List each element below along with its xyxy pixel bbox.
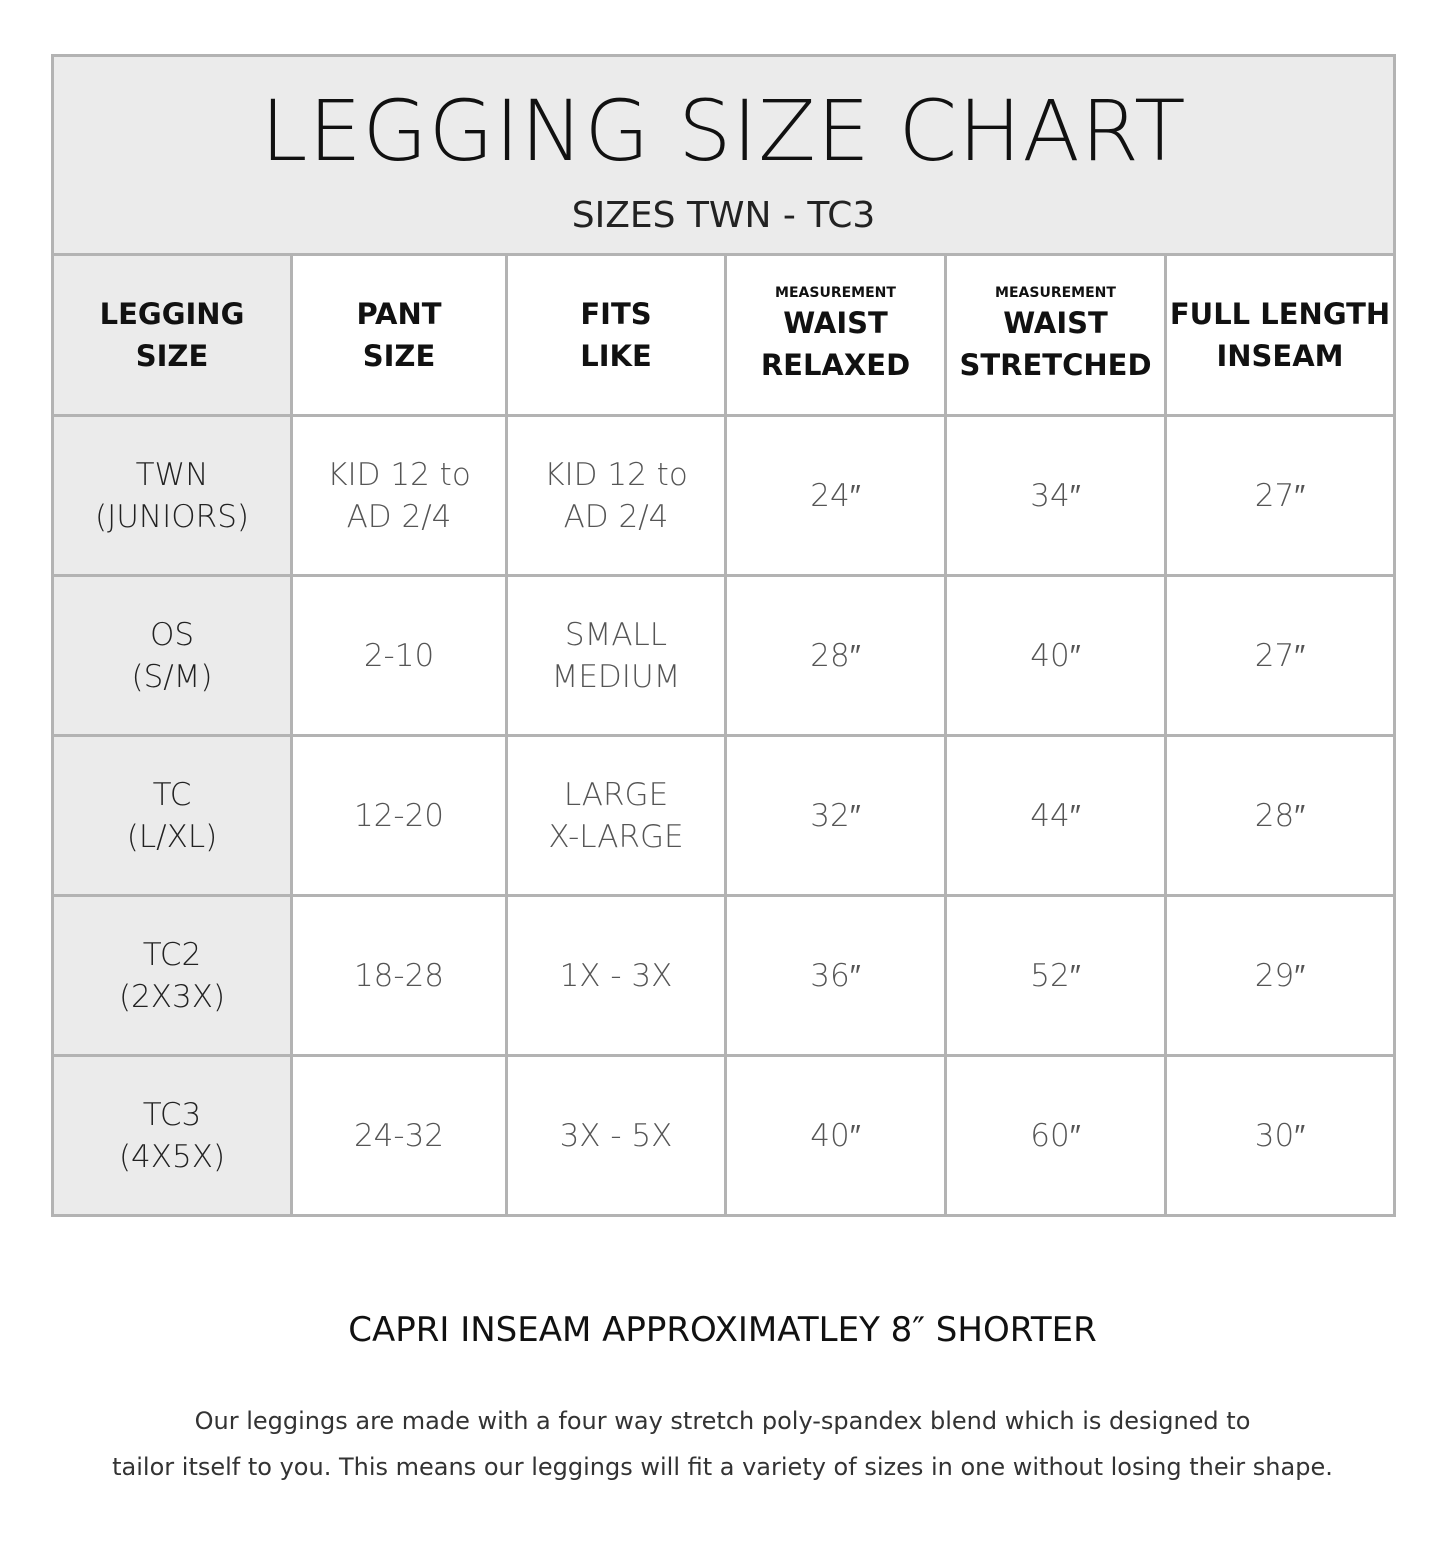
cell-inseam: 30″ bbox=[1163, 1054, 1397, 1217]
description: Our leggings are made with a four way st… bbox=[0, 1398, 1445, 1490]
table-row: TC (L/XL) 12-20 LARGE X-LARGE 32″ 44″ 28″ bbox=[51, 734, 1397, 897]
cell-fits: 1X - 3X bbox=[505, 894, 727, 1057]
cell-text: (2X3X) bbox=[118, 978, 226, 1015]
header-text: INSEAM bbox=[1216, 339, 1344, 373]
cell-text: (L/XL) bbox=[126, 818, 218, 855]
table-row: TC3 (4X5X) 24-32 3X - 5X 40″ 60″ 30″ bbox=[51, 1054, 1397, 1217]
cell-text: OS bbox=[149, 616, 195, 653]
cell-pant: 2-10 bbox=[290, 574, 508, 737]
column-header: MEASUREMENT WAIST RELAXED bbox=[724, 253, 947, 417]
cell-fits: SMALL MEDIUM bbox=[505, 574, 727, 737]
header-text: WAIST bbox=[783, 306, 888, 340]
page-title: LEGGING SIZE CHART bbox=[260, 81, 1187, 180]
cell-text: 18-28 bbox=[353, 957, 445, 994]
cell-fits: LARGE X-LARGE bbox=[505, 734, 727, 897]
cell-stretched: 34″ bbox=[944, 414, 1167, 577]
cell-relaxed: 36″ bbox=[724, 894, 947, 1057]
cell-text: 3X - 5X bbox=[559, 1117, 673, 1154]
cell-stretched: 52″ bbox=[944, 894, 1167, 1057]
cell-text: (S/M) bbox=[131, 658, 213, 695]
cell-inseam: 27″ bbox=[1163, 414, 1397, 577]
cell-stretched: 60″ bbox=[944, 1054, 1167, 1217]
column-header: FITS LIKE bbox=[505, 253, 727, 417]
cell-size: TC2 (2X3X) bbox=[51, 894, 293, 1057]
cell-text: 2-10 bbox=[363, 637, 435, 674]
cell-text: 1X - 3X bbox=[559, 957, 673, 994]
cell-text: SMALL bbox=[564, 616, 668, 653]
cell-text: AD 2/4 bbox=[563, 498, 669, 535]
cell-text: X-LARGE bbox=[548, 818, 684, 855]
header-text: FITS bbox=[580, 297, 652, 331]
header-text: PANT bbox=[356, 297, 442, 331]
cell-relaxed: 28″ bbox=[724, 574, 947, 737]
cell-fits: KID 12 to AD 2/4 bbox=[505, 414, 727, 577]
cell-inseam: 28″ bbox=[1163, 734, 1397, 897]
cell-text: (4X5X) bbox=[118, 1138, 226, 1175]
cell-pant: 24-32 bbox=[290, 1054, 508, 1217]
page-subtitle: SIZES TWN - TC3 bbox=[571, 194, 876, 236]
header-text: LEGGING bbox=[99, 297, 245, 331]
header-text: SIZE bbox=[135, 339, 209, 373]
title-banner: LEGGING SIZE CHART SIZES TWN - TC3 bbox=[50, 54, 1397, 256]
header-text: FULL LENGTH bbox=[1169, 297, 1391, 331]
header-text: SIZE bbox=[362, 339, 436, 373]
cell-size: OS (S/M) bbox=[51, 574, 293, 737]
cell-text: MEDIUM bbox=[551, 658, 681, 695]
cell-inseam: 29″ bbox=[1163, 894, 1397, 1057]
description-line: Our leggings are made with a four way st… bbox=[194, 1407, 1251, 1435]
header-text: MEASUREMENT bbox=[995, 285, 1116, 301]
table-row: OS (S/M) 2-10 SMALL MEDIUM 28″ 40″ 27″ bbox=[51, 574, 1397, 737]
cell-text: TC2 bbox=[142, 936, 202, 973]
cell-text: KID 12 to bbox=[327, 456, 471, 493]
cell-relaxed: 24″ bbox=[724, 414, 947, 577]
column-header: LEGGING SIZE bbox=[51, 253, 293, 417]
cell-text: (JUNIORS) bbox=[95, 498, 249, 535]
cell-size: TWN (JUNIORS) bbox=[51, 414, 293, 577]
cell-relaxed: 32″ bbox=[724, 734, 947, 897]
cell-text: 12-20 bbox=[353, 797, 445, 834]
size-chart-table: LEGGING SIZE CHART SIZES TWN - TC3 LEGGI… bbox=[50, 54, 1397, 1217]
cell-stretched: 40″ bbox=[944, 574, 1167, 737]
column-header: MEASUREMENT WAIST STRETCHED bbox=[944, 253, 1167, 417]
cell-fits: 3X - 5X bbox=[505, 1054, 727, 1217]
cell-pant: 18-28 bbox=[290, 894, 508, 1057]
description-line: tailor itself to you. This means our leg… bbox=[112, 1453, 1333, 1481]
header-text: WAIST bbox=[1003, 306, 1108, 340]
capri-note: CAPRI INSEAM APPROXIMATLEY 8″ SHORTER bbox=[348, 1310, 1097, 1350]
header-text: LIKE bbox=[580, 339, 652, 373]
cell-text: TWN bbox=[135, 456, 209, 493]
cell-text: 24-32 bbox=[353, 1117, 445, 1154]
cell-text: LARGE bbox=[563, 776, 669, 813]
header-text: MEASUREMENT bbox=[775, 285, 896, 301]
table-row: TWN (JUNIORS) KID 12 to AD 2/4 KID 12 to AD 2… bbox=[51, 414, 1397, 577]
cell-text: TC3 bbox=[142, 1096, 202, 1133]
cell-pant: KID 12 to AD 2/4 bbox=[290, 414, 508, 577]
cell-text: TC bbox=[152, 776, 192, 813]
column-header: PANT SIZE bbox=[290, 253, 508, 417]
cell-text: KID 12 to bbox=[544, 456, 688, 493]
header-text: STRETCHED bbox=[959, 348, 1152, 382]
cell-size: TC3 (4X5X) bbox=[51, 1054, 293, 1217]
cell-stretched: 44″ bbox=[944, 734, 1167, 897]
header-text: RELAXED bbox=[760, 348, 911, 382]
table-row: TC2 (2X3X) 18-28 1X - 3X 36″ 52″ 29″ bbox=[51, 894, 1397, 1057]
column-header: FULL LENGTH INSEAM bbox=[1163, 253, 1397, 417]
cell-text: AD 2/4 bbox=[346, 498, 452, 535]
cell-relaxed: 40″ bbox=[724, 1054, 947, 1217]
cell-inseam: 27″ bbox=[1163, 574, 1397, 737]
cell-pant: 12-20 bbox=[290, 734, 508, 897]
cell-size: TC (L/XL) bbox=[51, 734, 293, 897]
